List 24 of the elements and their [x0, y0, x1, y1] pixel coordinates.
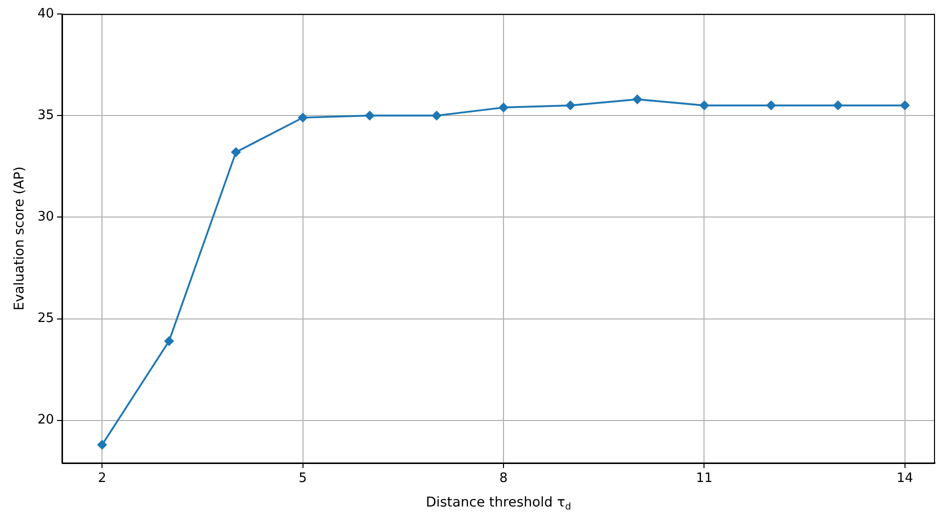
y-tick-label: 25 — [37, 311, 54, 326]
x-tick-label: 2 — [98, 471, 106, 486]
point — [766, 100, 776, 110]
y-tick-label: 20 — [37, 412, 54, 428]
point — [230, 147, 241, 158]
x-tick-label: 14 — [896, 471, 914, 486]
point — [164, 336, 174, 346]
point — [632, 94, 642, 104]
y-tick-label: 40 — [37, 6, 54, 22]
point — [833, 100, 843, 110]
point — [97, 440, 108, 450]
point — [900, 100, 910, 110]
x-tick-label: 11 — [696, 471, 712, 486]
y-tick-label: 35 — [37, 108, 54, 123]
y-axis-title: Evaluation score (AP) — [12, 166, 28, 310]
point — [565, 100, 576, 110]
x-tick-label: 5 — [298, 471, 307, 486]
point — [699, 100, 710, 110]
point — [298, 112, 308, 123]
point — [498, 102, 509, 112]
point — [432, 110, 442, 121]
x-tick-label: 8 — [499, 471, 508, 486]
point — [364, 110, 375, 121]
y-tick-label: 30 — [37, 210, 54, 225]
